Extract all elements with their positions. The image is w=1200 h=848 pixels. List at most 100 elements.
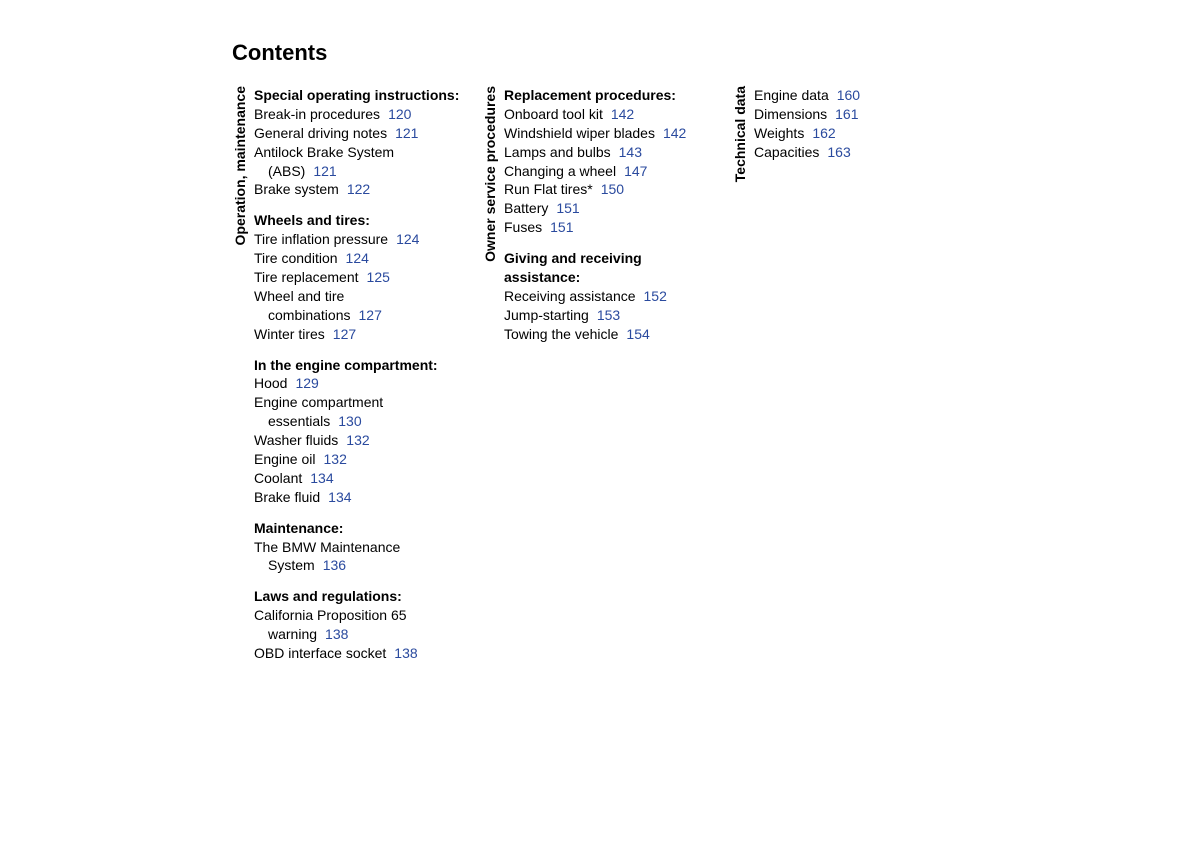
entry-text: General driving notes [254, 125, 387, 141]
toc-entry[interactable]: Coolant134 [254, 469, 482, 488]
entry-text: Fuses [504, 219, 542, 235]
entry-text: Battery [504, 200, 548, 216]
toc-entry[interactable]: Washer fluids132 [254, 431, 482, 450]
group-maintenance: Maintenance: The BMW Maintenance System1… [254, 519, 482, 576]
toc-entry[interactable]: Tire condition124 [254, 249, 482, 268]
entry-text: Brake system [254, 181, 339, 197]
column-content: Replacement procedures: Onboard tool kit… [504, 86, 732, 675]
group-title-line2: assistance: [504, 269, 580, 285]
entry-text: Windshield wiper blades [504, 125, 655, 141]
toc-entry[interactable]: Brake system 122 [254, 180, 482, 199]
page-number: 134 [328, 489, 351, 505]
page-number: 153 [597, 307, 620, 323]
toc-entry[interactable]: Engine oil132 [254, 450, 482, 469]
toc-entry[interactable]: Lamps and bulbs 143 [504, 143, 732, 162]
page-number: 147 [624, 163, 647, 179]
entry-text: Engine compartment [254, 394, 383, 410]
entry-text: Coolant [254, 470, 302, 486]
entry-cont: warning [268, 626, 317, 642]
page-number: 122 [347, 181, 370, 197]
entry-text: Lamps and bulbs [504, 144, 611, 160]
toc-entry[interactable]: Weights162 [754, 124, 962, 143]
page-title: Contents [232, 40, 968, 66]
page-number: 121 [313, 163, 336, 179]
group-engine-compartment: In the engine compartment: Hood129 Engin… [254, 356, 482, 507]
page-number: 160 [837, 87, 860, 103]
toc-entry[interactable]: Dimensions 161 [754, 105, 962, 124]
toc-entry[interactable]: Break-in procedures120 [254, 105, 482, 124]
toc-entry[interactable]: Changing a wheel 147 [504, 162, 732, 181]
entry-text: Jump-starting [504, 307, 589, 323]
entry-text: OBD interface socket [254, 645, 386, 661]
page-number: 151 [550, 219, 573, 235]
group-special-operating: Special operating instructions: Break-in… [254, 86, 482, 199]
group-title: Replacement procedures: [504, 86, 732, 105]
toc-entry[interactable]: Antilock Brake System (ABS)121 [254, 143, 482, 181]
toc-entry[interactable]: Receiving assistance152 [504, 287, 732, 306]
page-number: 152 [644, 288, 667, 304]
toc-entry[interactable]: Windshield wiper blades 142 [504, 124, 732, 143]
toc-entry[interactable]: Battery 151 [504, 199, 732, 218]
section-label-owner-service: Owner service procedures [482, 86, 498, 262]
entry-text: Towing the vehicle [504, 326, 618, 342]
page-number: 150 [601, 181, 624, 197]
page-number: 162 [812, 125, 835, 141]
page-number: 121 [395, 125, 418, 141]
page-number: 142 [611, 106, 634, 122]
entry-text: Winter tires [254, 326, 325, 342]
toc-entry[interactable]: OBD interface socket 138 [254, 644, 482, 663]
toc-entry[interactable]: Hood129 [254, 374, 482, 393]
entry-text: Antilock Brake System [254, 144, 394, 160]
group-giving-receiving: Giving and receiving assistance: Receivi… [504, 249, 732, 343]
entry-text: Engine data [754, 87, 829, 103]
toc-entry[interactable]: Brake fluid 134 [254, 488, 482, 507]
toc-entry[interactable]: General driving notes 121 [254, 124, 482, 143]
toc-entry[interactable]: Towing the vehicle154 [504, 325, 732, 344]
page-number: 138 [394, 645, 417, 661]
toc-entry[interactable]: Tire replacement125 [254, 268, 482, 287]
page-number: 161 [835, 106, 858, 122]
group-wheels-tires: Wheels and tires: Tire inflation pressur… [254, 211, 482, 343]
column-content: Engine data160 Dimensions161 Weights162 … [754, 86, 962, 675]
entry-text: Break-in procedures [254, 106, 380, 122]
page-number: 132 [324, 451, 347, 467]
page-number: 127 [333, 326, 356, 342]
entry-text: Tire condition [254, 250, 338, 266]
entry-text: Wheel and tire [254, 288, 344, 304]
entry-text: Brake fluid [254, 489, 320, 505]
contents-page: Contents Operation, maintenance Special … [0, 0, 1200, 715]
group-replacement-procedures: Replacement procedures: Onboard tool kit… [504, 86, 732, 237]
page-number: 132 [346, 432, 369, 448]
group-laws-regulations: Laws and regulations: California Proposi… [254, 587, 482, 663]
entry-text: Dimensions [754, 106, 827, 122]
toc-entry[interactable]: Jump-starting 153 [504, 306, 732, 325]
toc-entry[interactable]: Tire inflation pressure124 [254, 230, 482, 249]
page-number: 163 [827, 144, 850, 160]
column-operation-maintenance: Operation, maintenance Special operating… [232, 86, 482, 675]
section-label-technical-data: Technical data [732, 86, 748, 182]
toc-entry[interactable]: Capacities163 [754, 143, 962, 162]
toc-entry[interactable]: The BMW Maintenance System136 [254, 538, 482, 576]
page-number: 151 [556, 200, 579, 216]
page-number: 143 [619, 144, 642, 160]
toc-entry[interactable]: Fuses 151 [504, 218, 732, 237]
entry-cont: System [268, 557, 315, 573]
toc-entry[interactable]: California Proposition 65 warning138 [254, 606, 482, 644]
page-number: 138 [325, 626, 348, 642]
toc-entry[interactable]: Run Flat tires* 150 [504, 180, 732, 199]
toc-entry[interactable]: Onboard tool kit 142 [504, 105, 732, 124]
page-number: 136 [323, 557, 346, 573]
toc-entry[interactable]: Winter tires 127 [254, 325, 482, 344]
entry-text: Tire replacement [254, 269, 359, 285]
entry-text: Run Flat tires* [504, 181, 593, 197]
page-number: 124 [396, 231, 419, 247]
group-title: Special operating instructions: [254, 86, 482, 105]
toc-entry[interactable]: Engine compartment essentials130 [254, 393, 482, 431]
page-number: 142 [663, 125, 686, 141]
entry-text: Hood [254, 375, 287, 391]
toc-entry[interactable]: Engine data 160 [754, 86, 962, 105]
entry-text: Changing a wheel [504, 163, 616, 179]
entry-text: Onboard tool kit [504, 106, 603, 122]
column-owner-service: Owner service procedures Replacement pro… [482, 86, 732, 675]
toc-entry[interactable]: Wheel and tire combinations127 [254, 287, 482, 325]
